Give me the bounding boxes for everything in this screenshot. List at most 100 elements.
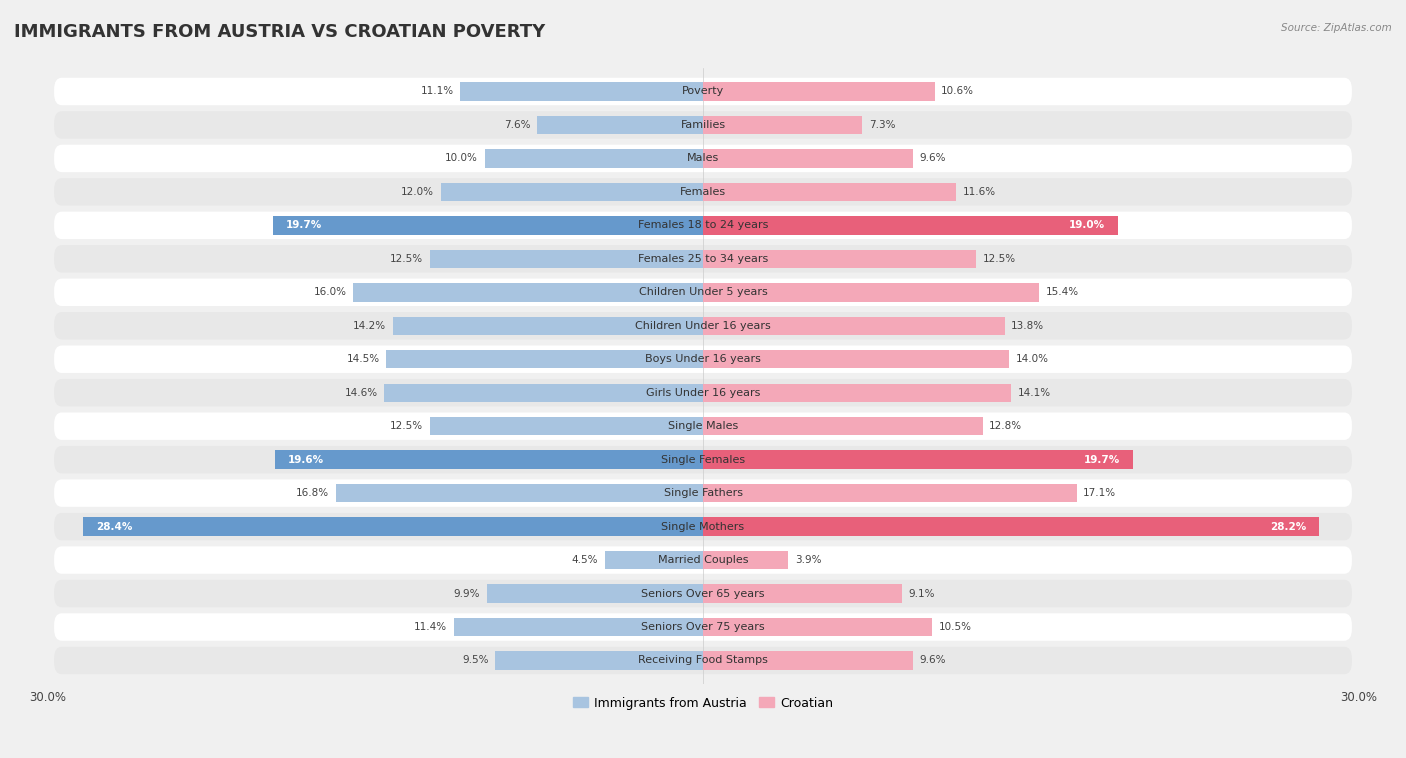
FancyBboxPatch shape: [53, 647, 1353, 674]
Text: Single Fathers: Single Fathers: [664, 488, 742, 498]
Text: 3.9%: 3.9%: [794, 555, 821, 565]
Bar: [703, 183, 956, 201]
Text: Single Males: Single Males: [668, 421, 738, 431]
Bar: [703, 384, 1011, 402]
Text: 11.4%: 11.4%: [415, 622, 447, 632]
Text: Receiving Food Stamps: Receiving Food Stamps: [638, 656, 768, 666]
FancyBboxPatch shape: [53, 613, 1353, 641]
FancyBboxPatch shape: [53, 580, 1353, 607]
Text: Children Under 16 years: Children Under 16 years: [636, 321, 770, 330]
Bar: [703, 317, 1004, 335]
FancyBboxPatch shape: [53, 513, 1353, 540]
Text: 10.0%: 10.0%: [446, 153, 478, 164]
Text: Poverty: Poverty: [682, 86, 724, 96]
FancyBboxPatch shape: [53, 479, 1353, 507]
Text: 12.8%: 12.8%: [990, 421, 1022, 431]
Text: Married Couples: Married Couples: [658, 555, 748, 565]
FancyBboxPatch shape: [53, 211, 1353, 239]
Bar: [387, 350, 703, 368]
FancyBboxPatch shape: [53, 547, 1353, 574]
Text: 12.5%: 12.5%: [391, 254, 423, 264]
FancyBboxPatch shape: [53, 245, 1353, 273]
Bar: [703, 417, 983, 435]
Bar: [703, 83, 935, 101]
Text: 28.2%: 28.2%: [1270, 522, 1306, 531]
Bar: [703, 116, 862, 134]
Text: Source: ZipAtlas.com: Source: ZipAtlas.com: [1281, 23, 1392, 33]
Bar: [703, 584, 901, 603]
Text: 13.8%: 13.8%: [1011, 321, 1045, 330]
Bar: [703, 350, 1010, 368]
Text: 14.1%: 14.1%: [1018, 388, 1050, 398]
Bar: [430, 249, 703, 268]
Text: Single Females: Single Females: [661, 455, 745, 465]
Text: 9.6%: 9.6%: [920, 656, 946, 666]
Bar: [703, 149, 912, 168]
FancyBboxPatch shape: [53, 178, 1353, 205]
Bar: [273, 216, 703, 234]
Bar: [703, 618, 932, 636]
Text: 11.6%: 11.6%: [963, 187, 995, 197]
Text: Seniors Over 75 years: Seniors Over 75 years: [641, 622, 765, 632]
Bar: [703, 518, 1319, 536]
Bar: [703, 450, 1133, 469]
Text: 14.5%: 14.5%: [346, 354, 380, 365]
Bar: [495, 651, 703, 669]
Text: 9.1%: 9.1%: [908, 588, 935, 599]
Text: 4.5%: 4.5%: [572, 555, 598, 565]
Bar: [703, 216, 1118, 234]
Text: 14.2%: 14.2%: [353, 321, 387, 330]
Text: 12.0%: 12.0%: [401, 187, 434, 197]
Text: 12.5%: 12.5%: [391, 421, 423, 431]
Legend: Immigrants from Austria, Croatian: Immigrants from Austria, Croatian: [568, 691, 838, 715]
Text: Children Under 5 years: Children Under 5 years: [638, 287, 768, 297]
Text: 19.0%: 19.0%: [1069, 221, 1105, 230]
Text: Girls Under 16 years: Girls Under 16 years: [645, 388, 761, 398]
Text: 7.6%: 7.6%: [503, 120, 530, 130]
FancyBboxPatch shape: [53, 279, 1353, 306]
Text: 19.7%: 19.7%: [285, 221, 322, 230]
Bar: [485, 149, 703, 168]
Text: 19.6%: 19.6%: [288, 455, 323, 465]
Text: Females: Females: [681, 187, 725, 197]
FancyBboxPatch shape: [53, 446, 1353, 474]
Bar: [353, 283, 703, 302]
Bar: [537, 116, 703, 134]
Text: 16.8%: 16.8%: [297, 488, 329, 498]
Bar: [461, 83, 703, 101]
Text: 14.0%: 14.0%: [1015, 354, 1049, 365]
Text: Seniors Over 65 years: Seniors Over 65 years: [641, 588, 765, 599]
Text: 19.7%: 19.7%: [1084, 455, 1121, 465]
Text: 9.6%: 9.6%: [920, 153, 946, 164]
Text: 14.6%: 14.6%: [344, 388, 377, 398]
Bar: [703, 651, 912, 669]
FancyBboxPatch shape: [53, 78, 1353, 105]
Bar: [703, 484, 1077, 503]
Text: Boys Under 16 years: Boys Under 16 years: [645, 354, 761, 365]
Text: 11.1%: 11.1%: [420, 86, 454, 96]
Text: 12.5%: 12.5%: [983, 254, 1015, 264]
Bar: [605, 551, 703, 569]
Text: Females 25 to 34 years: Females 25 to 34 years: [638, 254, 768, 264]
FancyBboxPatch shape: [53, 145, 1353, 172]
Text: Families: Families: [681, 120, 725, 130]
Text: 7.3%: 7.3%: [869, 120, 896, 130]
Text: 9.5%: 9.5%: [463, 656, 489, 666]
FancyBboxPatch shape: [53, 346, 1353, 373]
Bar: [83, 518, 703, 536]
Text: 10.6%: 10.6%: [941, 86, 974, 96]
Bar: [703, 249, 976, 268]
Text: Males: Males: [688, 153, 718, 164]
Bar: [454, 618, 703, 636]
Bar: [703, 551, 789, 569]
Bar: [384, 384, 703, 402]
FancyBboxPatch shape: [53, 312, 1353, 340]
Text: 16.0%: 16.0%: [314, 287, 347, 297]
Bar: [703, 283, 1039, 302]
Bar: [441, 183, 703, 201]
Text: 15.4%: 15.4%: [1046, 287, 1080, 297]
Text: Females 18 to 24 years: Females 18 to 24 years: [638, 221, 768, 230]
Text: 17.1%: 17.1%: [1083, 488, 1116, 498]
Text: Single Mothers: Single Mothers: [661, 522, 745, 531]
Text: 10.5%: 10.5%: [939, 622, 972, 632]
